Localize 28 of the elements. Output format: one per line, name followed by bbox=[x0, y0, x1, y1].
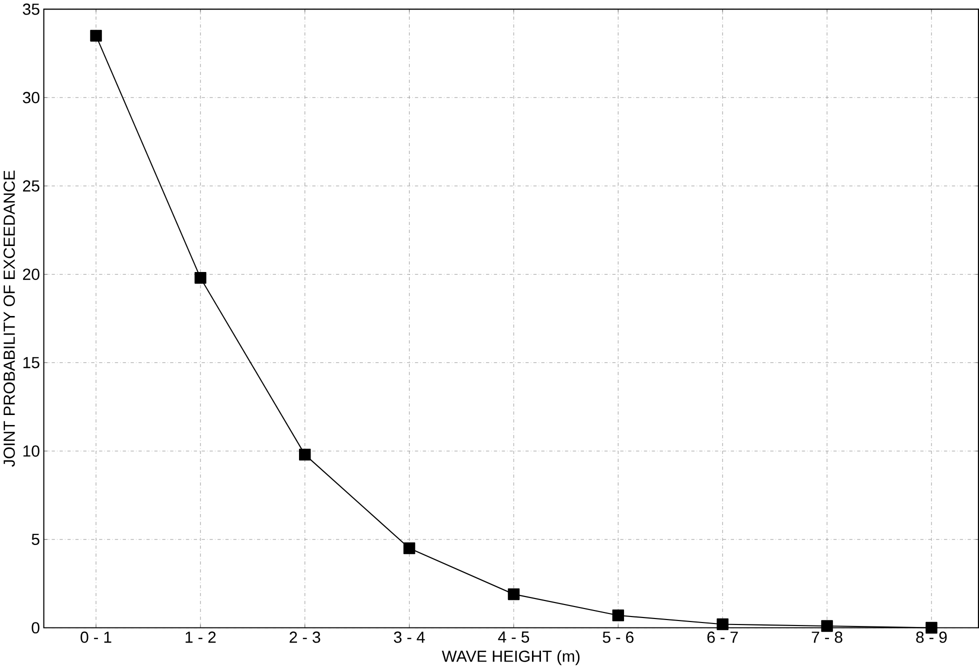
point bbox=[612, 610, 624, 622]
point bbox=[926, 622, 938, 634]
x-tick-label: 0 - 1 bbox=[80, 632, 112, 644]
y-tick-label: 10 bbox=[23, 446, 40, 457]
y-tick-label: 15 bbox=[23, 357, 40, 368]
y-tick-label: 25 bbox=[23, 180, 40, 192]
y-axis-title: JOINT PROBABILITY OF EXCEEDANCE bbox=[4, 170, 15, 467]
x-tick-label: 3 - 4 bbox=[394, 632, 425, 644]
x-tick-label: 2 - 3 bbox=[290, 632, 320, 644]
point bbox=[821, 620, 833, 632]
point bbox=[716, 618, 728, 630]
y-tick-label: 30 bbox=[22, 92, 40, 104]
point bbox=[299, 448, 311, 461]
point bbox=[194, 272, 206, 284]
y-tick-label: 20 bbox=[23, 268, 40, 280]
point bbox=[403, 542, 416, 554]
point bbox=[90, 30, 102, 42]
x-tick-label: 6 - 7 bbox=[707, 632, 738, 644]
x-tick-label: 7 - 8 bbox=[812, 632, 842, 644]
y-tick-label: 5 bbox=[32, 534, 40, 546]
x-tick-label: 5 - 6 bbox=[602, 632, 634, 644]
y-tick-label: 0 bbox=[32, 622, 40, 634]
y-tick-label: 35 bbox=[22, 4, 40, 16]
point bbox=[508, 588, 520, 600]
x-tick-label: 1 - 2 bbox=[186, 632, 216, 643]
x-tick-label: 4 - 5 bbox=[498, 632, 530, 643]
x-axis-title: WAVE HEIGHT (m) bbox=[442, 650, 580, 666]
x-tick-label: 8 - 9 bbox=[916, 632, 947, 644]
